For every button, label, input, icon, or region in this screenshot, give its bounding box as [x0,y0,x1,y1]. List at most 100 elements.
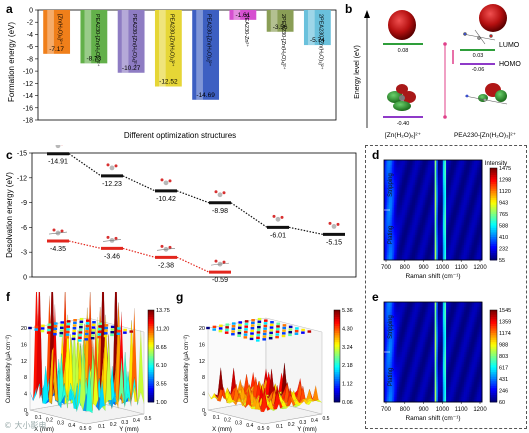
heatmap-cell [442,160,445,163]
heatmap-cell [478,252,481,256]
heatmap-cell [442,175,445,178]
heatmap-cell [401,329,404,333]
heatmap-cell [388,187,391,191]
heatmap-cell [462,227,465,231]
heatmap-cell [429,212,432,216]
oxygen-atom [214,259,218,263]
c-connector [122,175,156,192]
heatmap-cell [457,344,460,348]
heatmap-cell [439,384,442,388]
heatmap-cell [390,369,393,373]
heatmap-cell [472,232,475,236]
heatmap-cell [429,237,432,241]
heatmap-cell [406,237,409,241]
heatmap-cell [455,319,458,323]
heatmap-cell [473,384,476,388]
heatmap-cell [418,245,421,248]
heatmap-cell [442,167,445,171]
heatmap-cell [449,185,452,188]
heatmap-cell [429,317,432,320]
heatmap-cell [459,225,462,228]
heatmap-cell [434,250,437,253]
heatmap-cell [428,322,431,325]
heatmap-cell [431,212,434,216]
heatmap-cell [465,307,468,310]
heatmap-cell [431,227,434,231]
heatmap-cell [403,242,406,246]
heatmap-cell [444,329,447,333]
heatmap-cell [406,217,409,221]
heatmap-cell [413,192,416,196]
heatmap-cell [467,207,470,211]
heatmap-cell [457,215,460,218]
heatmap-cell [398,382,401,385]
heatmap-cell [472,379,475,383]
heatmap-cell [473,185,476,188]
heatmap-cell [387,309,390,313]
heatmap-cell [478,177,481,181]
heatmap-cell [388,372,391,375]
heatmap-cell [444,374,447,378]
heatmap-cell [392,357,395,360]
heatmap-cell [410,230,413,233]
heatmap-cell [406,397,409,400]
heatmap-cell [449,344,452,348]
heatmap-cell [384,162,387,166]
heatmap-cell [465,210,468,213]
heatmap-cell [429,347,432,350]
heatmap-cell [452,349,455,353]
heatmap-cell [441,240,444,243]
heatmap-cell [395,389,398,393]
heatmap-cell [415,364,418,368]
heatmap-cell [472,339,475,343]
heatmap-cell [410,240,413,243]
c-value-label: -3.46 [104,253,120,260]
heatmap-cell [393,165,396,168]
heatmap-cell [395,327,398,330]
heatmap-cell [452,245,455,248]
heatmap-cell [477,332,480,335]
heatmap-cell [428,302,431,305]
heatmap-cell [397,215,400,218]
heatmap-cell [437,257,440,261]
heatmap-cell [397,212,400,216]
heatmap-cell [480,185,483,188]
heatmap-cell [455,180,458,183]
panel-d: Stripping Plating 700 800 900 1000 1100 1200 Ram… [366,150,528,288]
heatmap-cell [426,245,429,248]
heatmap-cell [472,329,475,333]
heatmap-cell [470,359,473,363]
heatmap-cell [408,302,411,305]
heatmap-cell [410,334,413,338]
heatmap-cell [441,222,444,226]
heatmap-cell [387,397,390,400]
heatmap-cell [426,352,429,355]
heatmap-cell [392,237,395,241]
heatmap-cell [384,302,387,305]
heatmap-cell [400,349,403,353]
heatmap-cell [442,364,445,368]
heatmap-cell [464,215,467,218]
heatmap-cell [424,347,427,350]
heatmap-cell [457,240,460,243]
heatmap-cell [436,160,439,163]
heatmap-cell [418,217,421,221]
heatmap-cell [478,250,481,253]
heatmap-cell [455,374,458,378]
heatmap-cell [429,217,432,221]
heatmap-cell [397,192,400,196]
heatmap-cell [447,165,450,168]
heatmap-cell [439,220,442,223]
heatmap-cell [434,257,437,261]
heatmap-cell [398,334,401,338]
heatmap-cell [418,362,421,365]
heatmap-cell [439,309,442,313]
heatmap-cell [385,160,388,163]
heatmap-cell [439,167,442,171]
oxygen-atom [106,235,110,239]
a-value-label: -1.61 [235,12,250,19]
heatmap-cell [475,252,478,256]
heatmap-cell [473,177,476,181]
heatmap-cell [434,349,437,353]
heatmap-cell [468,379,471,383]
